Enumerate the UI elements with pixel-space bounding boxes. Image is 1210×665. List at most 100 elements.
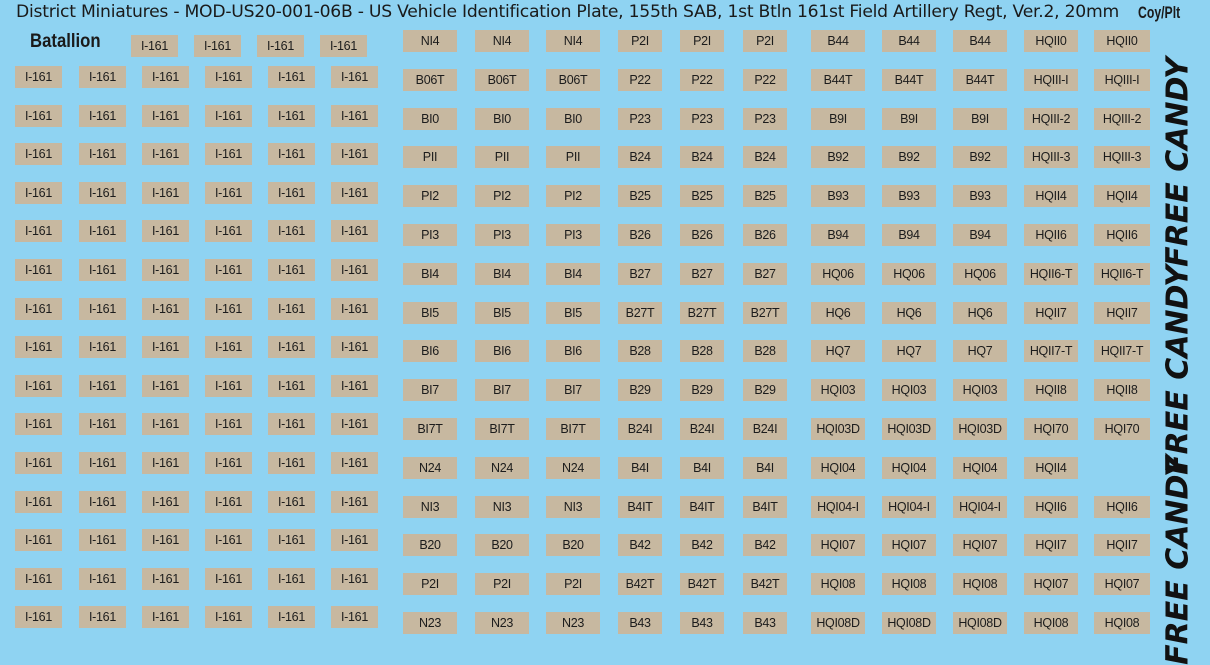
id-plate: HQIII-2	[1024, 107, 1078, 130]
id-plate: B4I	[680, 456, 724, 479]
id-plate: B24	[743, 146, 787, 169]
id-plate: B9I	[953, 107, 1007, 130]
id-plate: B26	[618, 224, 662, 246]
id-plate: I-161	[15, 104, 62, 127]
id-plate: HQI03	[953, 379, 1007, 402]
id-plate: HQI07	[811, 534, 865, 557]
id-plate: I-161	[331, 66, 378, 88]
id-plate: HQI03D	[811, 418, 865, 440]
id-plate: NI3	[475, 495, 529, 518]
id-plate: I-161	[15, 336, 62, 359]
id-plate: N24	[475, 456, 529, 479]
id-plate: I-161	[142, 413, 189, 436]
id-plate: I-161	[268, 336, 315, 359]
id-plate: HQI04-I	[953, 495, 1007, 518]
id-plate: BI7	[475, 379, 529, 402]
id-plate: HQI07	[1094, 573, 1150, 596]
id-plate: HQI08	[953, 573, 1007, 596]
id-plate: BI7T	[475, 418, 529, 440]
id-plate: HQII6	[1024, 224, 1078, 246]
id-plate: I-161	[142, 143, 189, 166]
id-plate: I-161	[205, 529, 252, 552]
id-plate: HQII7	[1094, 301, 1150, 324]
id-plate: B25	[743, 185, 787, 208]
id-plate: HQII4	[1024, 185, 1078, 208]
id-plate: I-161	[15, 567, 62, 590]
id-plate: I-161	[268, 452, 315, 474]
id-plate: BI0	[403, 107, 457, 130]
id-plate: I-161	[205, 104, 252, 127]
id-plate: I-161	[205, 490, 252, 513]
id-plate: I-161	[331, 413, 378, 436]
id-plate: HQI03D	[953, 418, 1007, 440]
id-plate: I-161	[257, 35, 304, 57]
id-plate: B93	[882, 185, 936, 208]
id-plate: P2I	[546, 573, 600, 596]
id-plate: N24	[403, 456, 457, 479]
id-plate: HQI03	[882, 379, 936, 402]
id-plate: B92	[811, 146, 865, 169]
id-plate: B27	[743, 262, 787, 285]
id-plate: PII	[403, 146, 457, 169]
id-plate: B4IT	[680, 495, 724, 518]
id-plate: B29	[743, 379, 787, 402]
id-plate: I-161	[79, 297, 126, 320]
id-plate: P23	[618, 107, 662, 130]
id-plate: BI7	[546, 379, 600, 402]
id-plate: NI3	[546, 495, 600, 518]
id-plate: I-161	[142, 220, 189, 243]
id-plate: B27T	[743, 301, 787, 324]
id-plate: B28	[618, 340, 662, 363]
id-plate: HQII0	[1024, 30, 1078, 52]
id-plate: NI4	[546, 30, 600, 52]
id-plate: B24I	[743, 418, 787, 440]
id-plate: HQII6	[1094, 224, 1150, 246]
id-plate: I-161	[142, 452, 189, 474]
id-plate: BI0	[546, 107, 600, 130]
id-plate: I-161	[15, 220, 62, 243]
id-plate: PII	[475, 146, 529, 169]
id-plate: B44	[811, 30, 865, 52]
id-plate: I-161	[79, 567, 126, 590]
id-plate: I-161	[205, 606, 252, 629]
id-plate: HQI08	[1094, 612, 1150, 634]
id-plate: HQII7	[1024, 301, 1078, 324]
id-plate: I-161	[331, 452, 378, 474]
id-plate: P23	[743, 107, 787, 130]
id-plate: HQII7-T	[1024, 340, 1078, 363]
id-plate: B94	[953, 224, 1007, 246]
id-plate: HQ06	[953, 262, 1007, 285]
free-candy-label: FREE CANDY	[1160, 265, 1196, 475]
id-plate: I-161	[268, 529, 315, 552]
id-plate: B4IT	[618, 495, 662, 518]
id-plate: I-161	[142, 66, 189, 88]
id-plate: B25	[618, 185, 662, 208]
id-plate: B42	[618, 534, 662, 557]
id-plate: B44T	[953, 68, 1007, 91]
id-plate: N23	[546, 612, 600, 634]
id-plate: I-161	[331, 529, 378, 552]
id-plate: I-161	[15, 413, 62, 436]
id-plate: HQIII-2	[1094, 107, 1150, 130]
id-plate: B42	[680, 534, 724, 557]
id-plate: HQI04	[882, 456, 936, 479]
id-plate: B29	[680, 379, 724, 402]
battalion-label: Batallion	[30, 31, 101, 52]
id-plate: BI7T	[546, 418, 600, 440]
id-plate: HQII7	[1094, 534, 1150, 557]
id-plate: I-161	[15, 490, 62, 513]
id-plate: P2I	[743, 30, 787, 52]
id-plate: P2I	[618, 30, 662, 52]
id-plate: HQI08D	[811, 612, 865, 634]
id-plate: NI4	[475, 30, 529, 52]
id-plate: I-161	[15, 297, 62, 320]
id-plate: B92	[953, 146, 1007, 169]
id-plate: BI6	[403, 340, 457, 363]
id-plate: BI7	[403, 379, 457, 402]
id-plate: HQ6	[882, 301, 936, 324]
id-plate: BI5	[403, 301, 457, 324]
id-plate: B42	[743, 534, 787, 557]
id-plate: I-161	[268, 220, 315, 243]
id-plate: I-161	[79, 336, 126, 359]
id-plate: PI2	[546, 185, 600, 208]
